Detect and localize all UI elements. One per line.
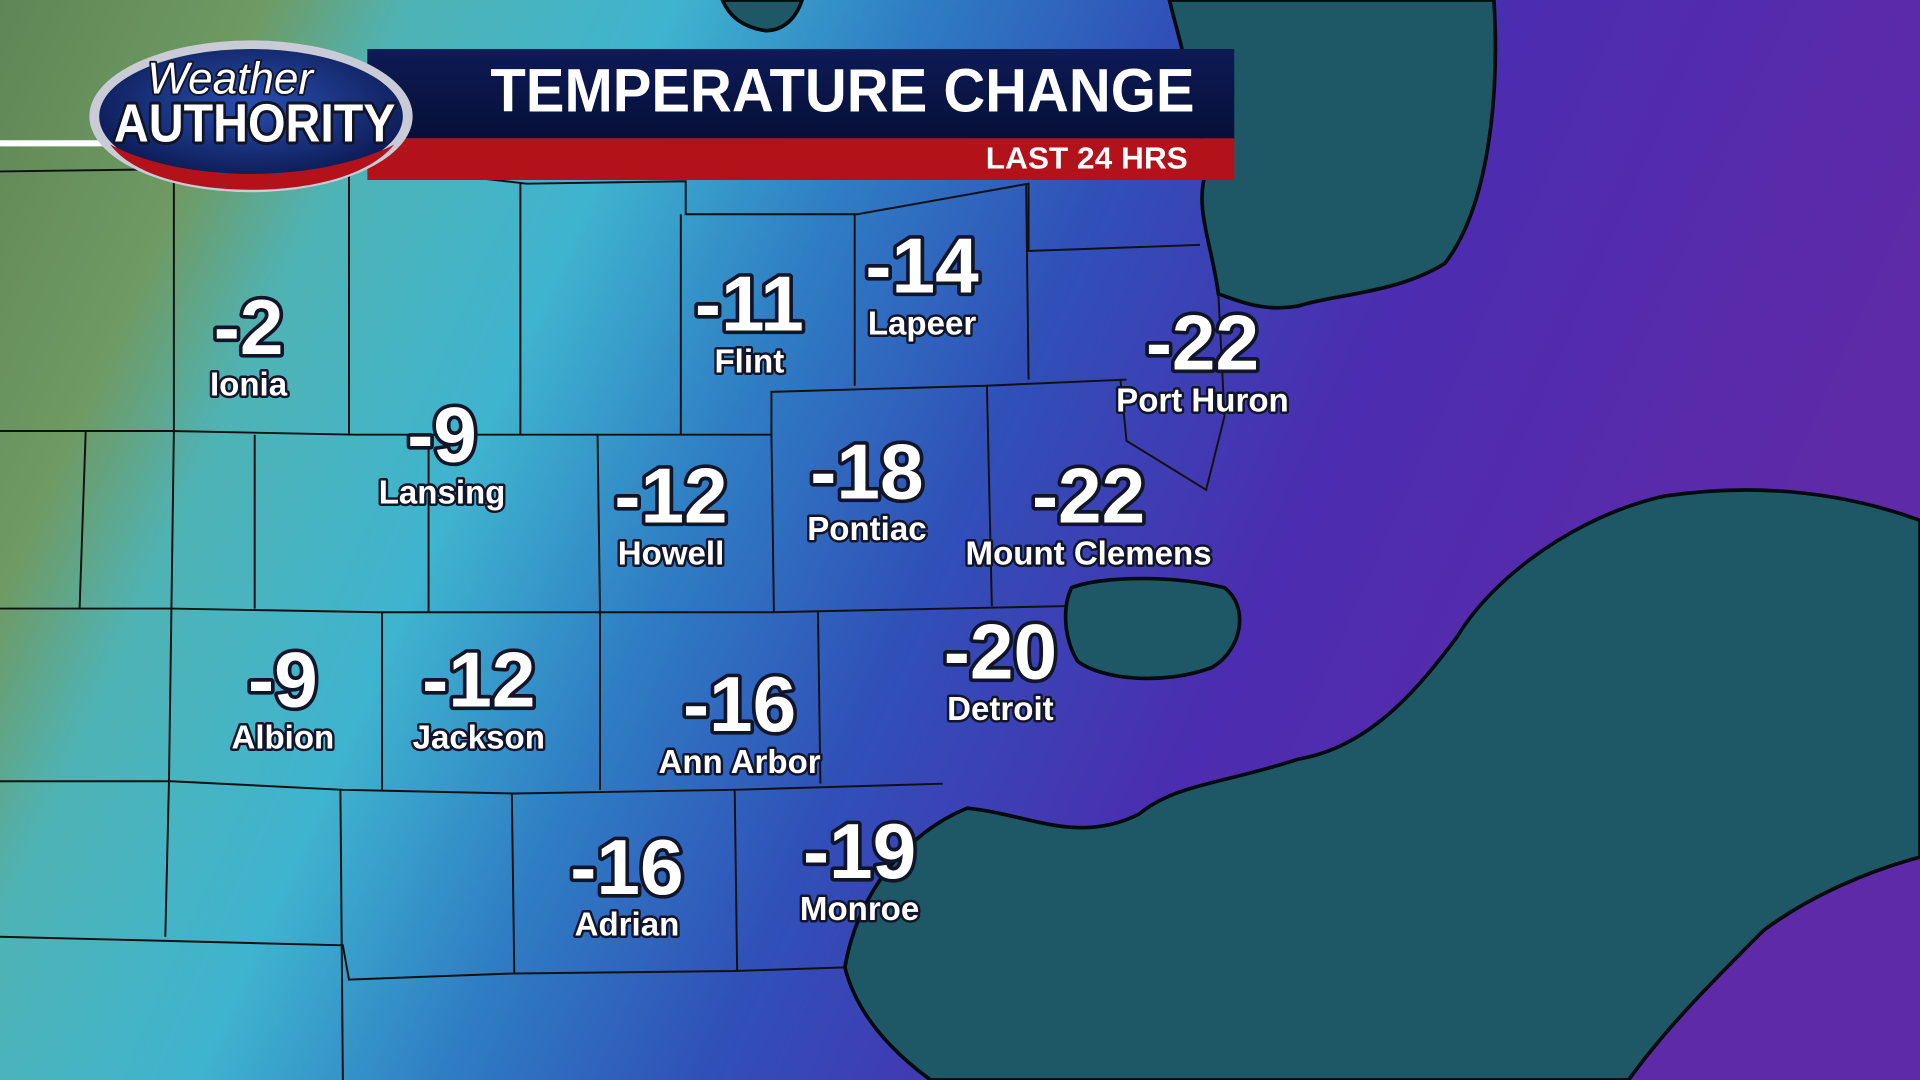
temperature-change: -14 xyxy=(865,222,979,310)
temperature-change: -9 xyxy=(407,391,477,479)
city-name: Albion xyxy=(231,719,334,756)
logo-line2: AUTHORITY xyxy=(114,94,396,154)
temperature-change: -20 xyxy=(944,607,1057,695)
city-name: Pontiac xyxy=(807,511,926,548)
temperature-change: -22 xyxy=(1032,452,1145,540)
title-bar xyxy=(367,48,1235,139)
lake-st-clair xyxy=(1063,576,1242,681)
city-name: Adrian xyxy=(575,907,680,944)
temperature-change: -18 xyxy=(810,427,923,515)
temperature-change: -12 xyxy=(614,452,727,540)
city-name: Jackson xyxy=(413,719,545,756)
title: TEMPERATURE CHANGE xyxy=(490,57,1194,125)
subtitle-bar xyxy=(367,138,1235,180)
city-name: Detroit xyxy=(947,691,1053,728)
temperature-change: -19 xyxy=(803,807,916,895)
city-name: Port Huron xyxy=(1116,383,1289,420)
temperature-change: -16 xyxy=(683,660,796,748)
logo-swoosh xyxy=(110,144,395,190)
temperature-change: -11 xyxy=(695,259,804,347)
lake-erie xyxy=(843,488,1920,1080)
city-name: Ann Arbor xyxy=(659,744,821,781)
city-name: Howell xyxy=(618,536,725,573)
temperature-change: -22 xyxy=(1146,299,1259,387)
city-name: Monroe xyxy=(800,891,919,928)
temperature-change: -16 xyxy=(570,823,683,911)
city-name: Ionia xyxy=(210,367,288,404)
city-name: Mount Clemens xyxy=(966,536,1212,573)
subtitle: LAST 24 HRS xyxy=(986,142,1188,176)
logo-line1: Weather xyxy=(147,55,315,104)
city-name: Lansing xyxy=(379,474,506,511)
temperature-change: -2 xyxy=(214,283,284,371)
temperature-change: -9 xyxy=(248,635,318,723)
logo-badge xyxy=(99,48,403,184)
temperature-change: -12 xyxy=(422,635,535,723)
county-lines xyxy=(0,164,1226,1080)
city-name: Flint xyxy=(715,343,785,380)
lake-michigan-bay xyxy=(720,0,804,33)
city-name: Lapeer xyxy=(868,305,977,342)
